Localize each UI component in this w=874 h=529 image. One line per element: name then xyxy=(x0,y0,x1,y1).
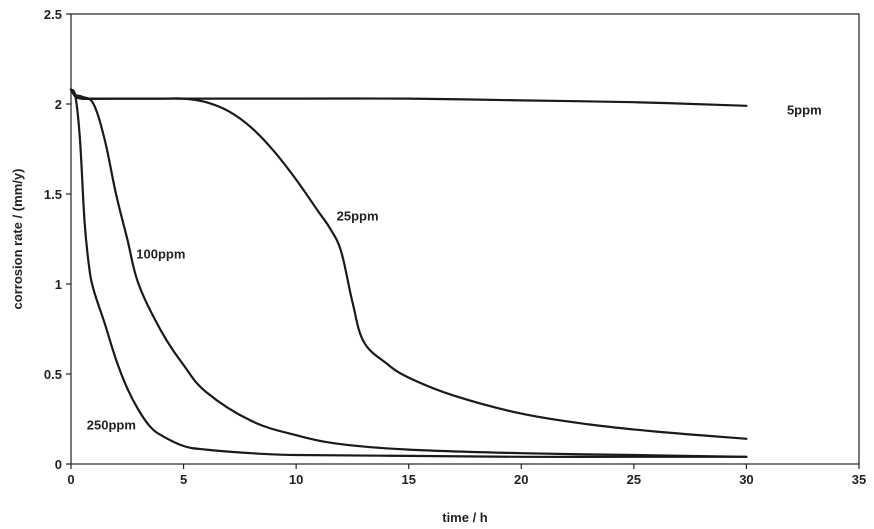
y-tick-label: 1.5 xyxy=(44,187,62,202)
x-axis-title: time / h xyxy=(442,510,488,525)
series-curves xyxy=(69,88,748,458)
ticks: 0 5 10 15 20 25 30 35 0 0.5 1 1.5 2 2.5 xyxy=(44,7,866,487)
x-tick-label: 10 xyxy=(289,472,303,487)
y-tick-label: 1 xyxy=(55,277,62,292)
x-tick-label: 0 xyxy=(67,472,74,487)
series-label-5ppm: 5ppm xyxy=(787,102,822,117)
x-tick-label: 35 xyxy=(852,472,866,487)
x-tick-label: 25 xyxy=(627,472,641,487)
y-tick-label: 2.5 xyxy=(44,7,62,22)
y-axis-title: corrosion rate / (mm/y) xyxy=(10,169,25,310)
series-label-250ppm: 250ppm xyxy=(87,417,136,432)
y-tick-label: 0 xyxy=(55,457,62,472)
series-line-25ppm xyxy=(69,88,748,440)
series-label-25ppm: 25ppm xyxy=(337,209,379,224)
x-tick-label: 5 xyxy=(180,472,187,487)
series-labels: 5ppm 25ppm 100ppm 250ppm xyxy=(87,102,822,432)
series-line-250ppm xyxy=(69,88,748,458)
y-tick-label: 2 xyxy=(55,97,62,112)
series-line-100ppm xyxy=(69,88,748,458)
x-tick-label: 15 xyxy=(401,472,415,487)
plot-frame xyxy=(70,13,860,465)
y-tick-label: 0.5 xyxy=(44,367,62,382)
x-tick-label: 30 xyxy=(739,472,753,487)
series-label-100ppm: 100ppm xyxy=(136,246,185,261)
x-tick-label: 20 xyxy=(514,472,528,487)
